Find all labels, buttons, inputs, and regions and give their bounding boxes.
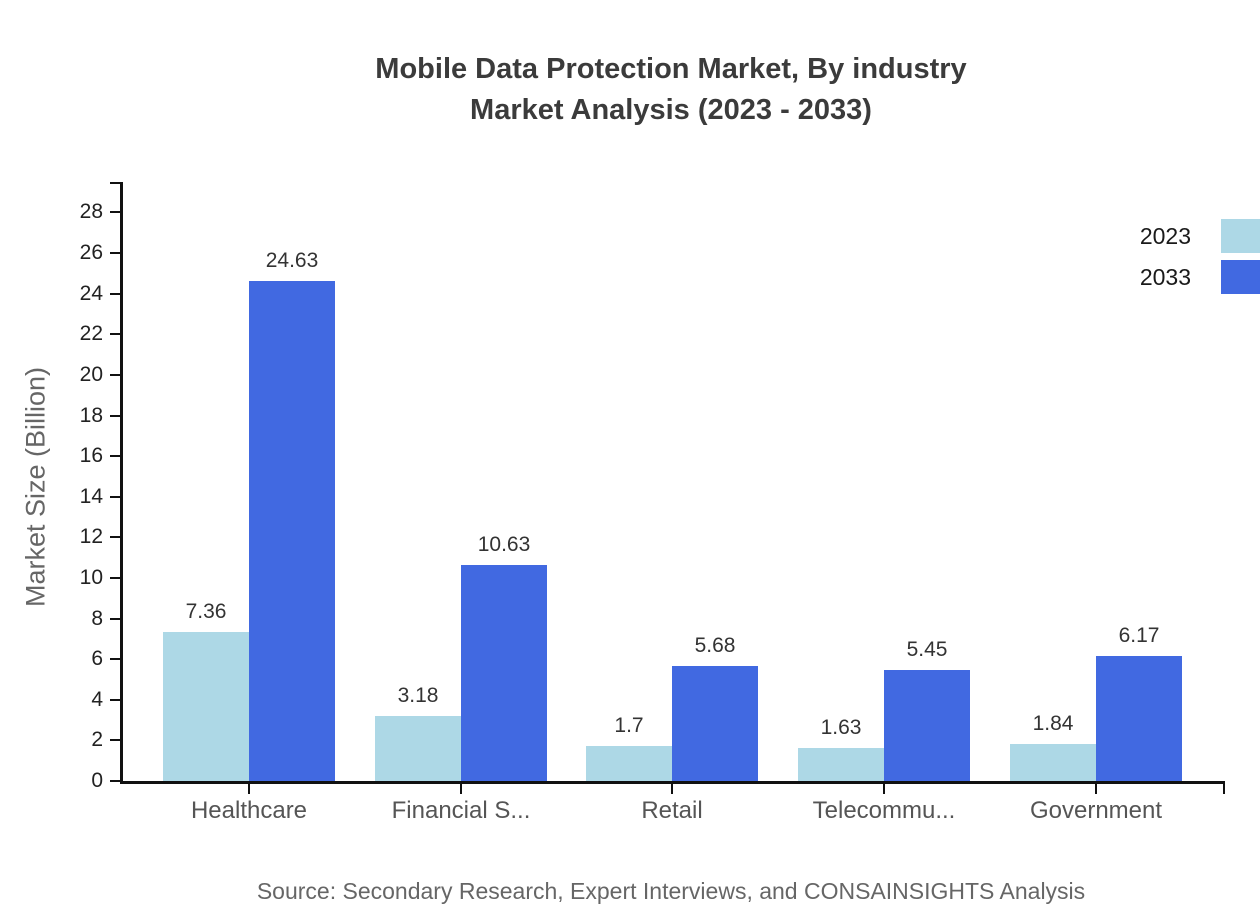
y-tick-8 (110, 618, 120, 620)
bar-2033-financial-s[interactable] (461, 565, 547, 781)
y-tick-label-0: 0 (91, 769, 103, 792)
plot-area: 0 2 4 6 8 10 12 14 16 18 20 22 24 26 28 Healthcare Finan… (80, 182, 1225, 824)
category-label-healthcare: Healthcare (190, 797, 308, 824)
y-axis-title: Market Size (Billion) (20, 366, 51, 608)
legend-label-2023: 2023 (1139, 222, 1191, 249)
y-tick-12 (110, 536, 120, 538)
category-label-financial-s: Financial S... (391, 797, 531, 824)
y-tick-0 (110, 780, 120, 782)
y-tick-10 (110, 577, 120, 579)
y-tick-label-16: 16 (79, 444, 103, 467)
bar-2033-government[interactable] (1096, 656, 1182, 781)
legend-item-2033[interactable]: 2033 (1140, 260, 1260, 294)
y-tick-28 (110, 211, 120, 213)
y-tick-label-24: 24 (79, 282, 103, 305)
source-note: Source: Secondary Research, Expert Inter… (256, 878, 1086, 904)
bar-2033-telecommu[interactable] (884, 670, 970, 781)
bar-value-2023-telecommu: 1.63 (820, 716, 862, 739)
bar-value-2023-healthcare: 7.36 (185, 600, 227, 623)
bar-2023-retail[interactable] (586, 746, 672, 781)
bar-2023-government[interactable] (1010, 744, 1096, 781)
bar-2023-healthcare[interactable] (163, 632, 249, 781)
y-tick-label-26: 26 (79, 241, 103, 264)
legend-label-2033: 2033 (1139, 263, 1191, 290)
y-tick-label-20: 20 (79, 363, 103, 386)
bar-2033-healthcare[interactable] (249, 281, 335, 781)
x-tick-healthcare (248, 784, 250, 794)
x-axis-end-tick (1223, 784, 1225, 794)
y-tick-label-8: 8 (91, 607, 103, 630)
y-tick-label-28: 28 (79, 200, 103, 223)
y-tick-label-4: 4 (91, 688, 103, 711)
bar-value-2023-retail: 1.7 (614, 714, 644, 737)
category-label-government: Government (1029, 797, 1163, 824)
y-tick-4 (110, 699, 120, 701)
y-tick-2 (110, 739, 120, 741)
y-tick-26 (110, 252, 120, 254)
x-tick-government (1095, 784, 1097, 794)
y-tick-6 (110, 658, 120, 660)
y-tick-label-14: 14 (79, 485, 103, 508)
legend-item-2023[interactable]: 2023 (1140, 219, 1260, 253)
y-tick-label-10: 10 (79, 566, 103, 589)
category-label-retail: Retail (641, 797, 703, 824)
bar-value-2033-government: 6.17 (1118, 624, 1160, 647)
x-tick-telecommu (883, 784, 885, 794)
x-tick-retail (671, 784, 673, 794)
bar-2023-telecommu[interactable] (798, 748, 884, 781)
category-label-telecommu: Telecommu... (812, 797, 956, 824)
y-tick-label-12: 12 (79, 525, 103, 548)
y-tick-label-6: 6 (91, 647, 103, 670)
chart-title-line2: Market Analysis (2023 - 2033) (470, 94, 872, 126)
bar-value-2033-financial-s: 10.63 (477, 533, 531, 556)
bar-value-2023-government: 1.84 (1032, 712, 1074, 735)
y-tick-18 (110, 415, 120, 417)
y-tick-22 (110, 333, 120, 335)
y-tick-label-2: 2 (91, 728, 103, 751)
chart-title: Mobile Data Protection Market, By indust… (120, 49, 1222, 131)
legend-swatch-2023 (1221, 219, 1260, 253)
y-axis-end-tick (110, 182, 120, 184)
chart-title-line1: Mobile Data Protection Market, By indust… (375, 53, 967, 85)
y-tick-label-18: 18 (79, 404, 103, 427)
bar-value-2033-healthcare: 24.63 (265, 249, 319, 272)
y-tick-24 (110, 293, 120, 295)
bar-2023-financial-s[interactable] (375, 716, 461, 781)
bar-value-2033-telecommu: 5.45 (906, 638, 948, 661)
y-tick-label-22: 22 (79, 322, 103, 345)
y-tick-16 (110, 455, 120, 457)
bar-value-2023-financial-s: 3.18 (397, 684, 439, 707)
legend: 2023 2033 (1140, 219, 1260, 294)
y-tick-14 (110, 496, 120, 498)
x-tick-financial-s (460, 784, 462, 794)
y-tick-20 (110, 374, 120, 376)
legend-swatch-2033 (1221, 260, 1260, 294)
bar-2033-retail[interactable] (672, 666, 758, 781)
bar-value-2033-retail: 5.68 (694, 634, 736, 657)
